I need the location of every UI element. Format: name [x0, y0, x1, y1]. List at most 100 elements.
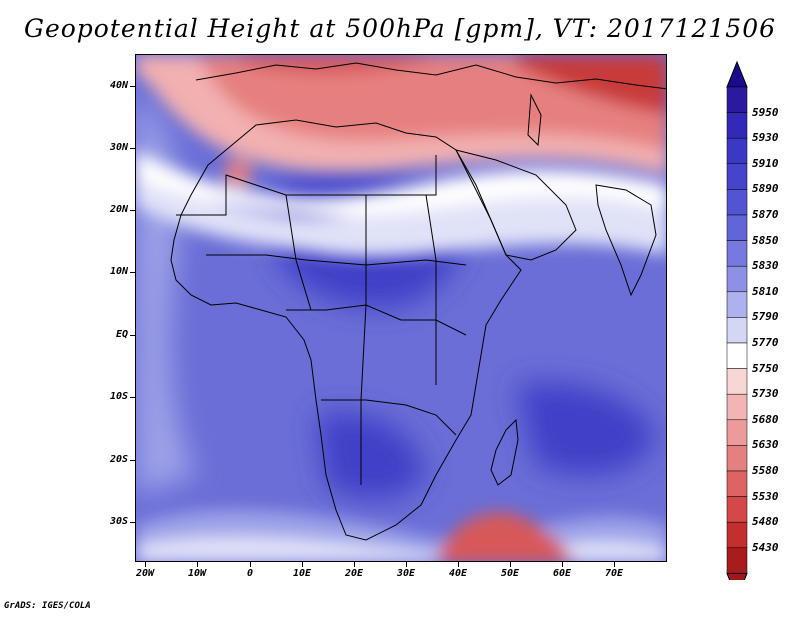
- colorbar-level-label: 5480: [752, 515, 779, 529]
- colorbar-swatch: [726, 547, 748, 574]
- lon-label: 70E: [604, 568, 624, 579]
- lat-label: 10S: [109, 391, 128, 402]
- lat-tick: [130, 86, 135, 87]
- colorbar-swatch: [726, 393, 748, 421]
- lat-tick: [130, 522, 135, 523]
- colorbar-level-label: 5950: [752, 105, 779, 119]
- lon-tick: [510, 562, 511, 567]
- india-coastline: [595, 184, 657, 297]
- colorbar-swatch: [726, 214, 748, 241]
- lon-tick: [458, 562, 459, 567]
- colorbar-swatch: [726, 137, 748, 165]
- colorbar-level-label: 5770: [752, 336, 779, 349]
- lon-label: 10W: [187, 568, 207, 579]
- lon-tick: [354, 562, 355, 567]
- colorbar-level-label: 5580: [752, 464, 779, 477]
- lat-tick: [130, 272, 135, 273]
- coastlines-and-borders: [170, 62, 666, 541]
- colorbar-swatch: [726, 86, 748, 113]
- colorbar-level-label: 5730: [752, 387, 779, 401]
- colorbar-level-label: 5890: [752, 182, 779, 196]
- lon-tick: [145, 562, 146, 567]
- colorbar-swatch: [726, 496, 748, 523]
- white-contour-band: [136, 150, 666, 216]
- lon-label: 10E: [292, 568, 312, 579]
- colorbar-swatch: [726, 521, 748, 549]
- footer-credit: GrADS: IGES/COLA: [4, 601, 91, 611]
- lat-label: 10N: [109, 266, 128, 277]
- lat-label: 30N: [109, 142, 128, 153]
- lon-tick: [302, 562, 303, 567]
- colorbar-level-label: 5910: [752, 156, 779, 170]
- border-south: [321, 399, 457, 436]
- colorbar-top-arrow: [726, 60, 748, 88]
- lon-tick: [562, 562, 563, 567]
- colorbar-level-label: 5930: [752, 131, 779, 145]
- colorbar-swatch: [726, 470, 748, 497]
- map-field: [136, 55, 666, 561]
- colorbar-level-label: 5430: [752, 540, 779, 554]
- colorbar-swatch: [726, 240, 748, 267]
- colorbar-bottom-arrow: [726, 572, 748, 580]
- colorbar-swatch: [726, 342, 748, 369]
- colorbar-swatch: [726, 419, 748, 446]
- africa-coastline: [170, 119, 522, 541]
- lat-label: 30S: [109, 516, 128, 527]
- colorbar-level-label: 5830: [752, 259, 779, 273]
- colorbar-swatch: [726, 368, 748, 395]
- indian-ocean-core: [516, 382, 656, 475]
- colorbar-level-label: 5630: [752, 438, 779, 452]
- colorbar-swatch: [726, 189, 748, 216]
- lon-tick: [197, 562, 198, 567]
- border-central: [286, 304, 467, 336]
- lon-label: 20W: [135, 568, 155, 579]
- lat-tick: [130, 148, 135, 149]
- southern-trough-field: [436, 512, 575, 561]
- colorbar-level-label: 5680: [752, 412, 779, 426]
- lat-label: 40N: [109, 80, 128, 91]
- colorbar-swatch: [726, 112, 748, 139]
- madagascar-coastline: [490, 418, 519, 486]
- colorbar-swatch: [726, 163, 748, 190]
- lon-label: 0: [246, 568, 254, 579]
- lon-label: 50E: [500, 568, 520, 579]
- lon-label: 20E: [344, 568, 364, 579]
- northwest-low-center: [224, 159, 252, 187]
- lat-tick: [130, 335, 135, 336]
- mediterranean-trough-core: [236, 55, 436, 74]
- lat-label: 20N: [109, 204, 128, 215]
- colorbar-level-label: 5810: [752, 284, 779, 298]
- lon-tick: [250, 562, 251, 567]
- lon-label: 30E: [396, 568, 416, 579]
- border-sahel: [206, 254, 467, 266]
- northeast-trough-core: [516, 55, 666, 115]
- southern-africa-core: [316, 412, 426, 499]
- colorbar-level-label: 5750: [752, 361, 779, 375]
- lon-label: 40E: [448, 568, 468, 579]
- border-vertical-3: [425, 194, 437, 385]
- colorbar-swatch: [726, 265, 748, 293]
- colorbar-level-label: 5530: [752, 489, 779, 503]
- lat-tick: [130, 210, 135, 211]
- lon-tick: [406, 562, 407, 567]
- colorbar-level-label: 5850: [752, 233, 779, 247]
- colorbar-swatch: [726, 291, 748, 318]
- lon-tick: [614, 562, 615, 567]
- colorbar-swatch: [726, 445, 748, 472]
- chart-title: Geopotential Height at 500hPa [gpm], VT:…: [23, 14, 777, 43]
- lat-tick: [130, 397, 135, 398]
- europe-coastline: [195, 62, 666, 90]
- map-panel: [135, 54, 667, 562]
- lon-label: 60E: [552, 568, 572, 579]
- border-vertical-1: [360, 195, 367, 485]
- lat-label: 20S: [109, 454, 128, 465]
- colorbar: [726, 60, 748, 580]
- colorbar-level-label: 5870: [752, 208, 779, 221]
- border-vertical-2: [285, 194, 312, 311]
- colorbar-level-label: 5790: [752, 310, 779, 324]
- lat-tick: [130, 460, 135, 461]
- lat-label: EQ: [115, 329, 128, 340]
- caspian-outline: [527, 93, 542, 147]
- arabia-coastline: [455, 149, 577, 261]
- colorbar-swatch: [726, 317, 748, 344]
